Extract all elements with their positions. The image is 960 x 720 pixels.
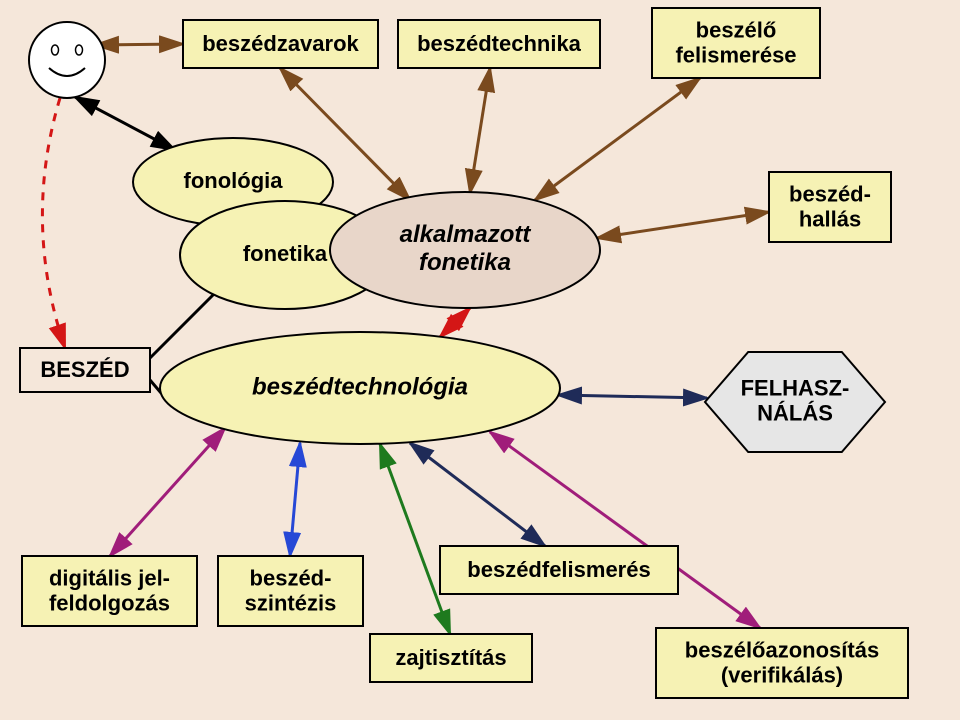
diagram-canvas: beszédzavarok beszédtechnika beszélőfelism… [0, 0, 960, 720]
label-text: digitális jel-feldolgozás [49, 565, 170, 615]
smiley-icon [29, 22, 105, 98]
label-text: BESZÉD [40, 357, 129, 382]
node-beszed: BESZÉD [20, 348, 150, 392]
label-text: beszédtechnológia [252, 373, 468, 400]
edge [95, 44, 183, 45]
node-beszedtechnologia: beszédtechnológia [160, 332, 560, 444]
label-text: beszédfelismerés [467, 557, 650, 582]
label-text: beszéd-hallás [789, 181, 871, 231]
node-zajtisztitas: zajtisztítás [370, 634, 532, 682]
label-text: fonológia [184, 168, 284, 193]
label-text: zajtisztítás [395, 645, 506, 670]
label-text: fonetika [243, 241, 328, 266]
node-digitalisJel: digitális jel-feldolgozás [22, 556, 197, 626]
node-alkalmazottFonetika: alkalmazottfonetika [330, 192, 600, 308]
node-beszelofelismerese: beszélőfelismerése [652, 8, 820, 78]
label-text: beszédtechnika [417, 31, 582, 56]
node-beszeloazonositas: beszélőazonosítás(verifikálás) [656, 628, 908, 698]
label-text: beszédzavarok [202, 31, 359, 56]
node-beszedtechnika: beszédtechnika [398, 20, 600, 68]
node-beszedhallas: beszéd-hallás [769, 172, 891, 242]
label-text: beszéd-szintézis [245, 565, 337, 615]
node-beszedzavarok: beszédzavarok [183, 20, 378, 68]
node-beszedfelismeres: beszédfelismerés [440, 546, 678, 594]
node-beszedszintezis: beszéd-szintézis [218, 556, 363, 626]
